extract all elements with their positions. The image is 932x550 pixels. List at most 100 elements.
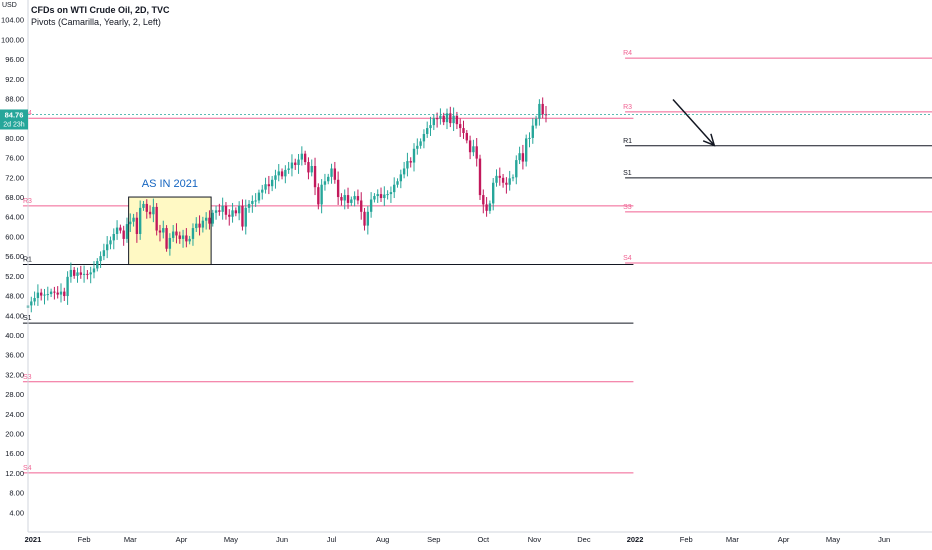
candle[interactable] [528,132,531,148]
candle[interactable] [475,138,478,167]
candle[interactable] [102,243,106,261]
candle[interactable] [379,187,383,202]
candle[interactable] [145,199,148,219]
candle[interactable] [92,261,96,279]
candle[interactable] [307,157,310,180]
candle[interactable] [261,184,264,200]
candle[interactable] [399,169,403,189]
candle[interactable] [327,173,330,185]
candle[interactable] [330,163,333,184]
candle[interactable] [432,114,435,131]
candle[interactable] [105,236,109,259]
time-axis[interactable]: 2021 Feb Mar Apr May Jun Jul Aug Sep Oct Nov Dec 202… [25,531,932,544]
candle[interactable] [488,200,492,214]
candle[interactable] [214,205,218,220]
candle[interactable] [241,199,244,231]
candle[interactable] [36,284,40,306]
candle[interactable] [439,108,442,125]
candle[interactable] [135,212,139,243]
candle[interactable] [521,144,525,170]
candle[interactable] [422,129,426,149]
candle[interactable] [237,201,241,221]
candle[interactable] [356,189,360,205]
candle[interactable] [429,116,432,136]
candle[interactable] [138,200,142,240]
candle[interactable] [386,190,389,200]
candle[interactable] [277,164,280,182]
candle[interactable] [317,183,320,210]
candle[interactable] [59,283,63,303]
candle[interactable] [33,291,36,306]
candle[interactable] [501,173,505,188]
candle[interactable] [303,150,307,166]
candle[interactable] [426,121,429,138]
candle[interactable] [195,217,198,233]
candle[interactable] [505,177,508,194]
candle[interactable] [369,192,373,218]
candle[interactable] [132,213,135,227]
candle[interactable] [254,193,257,207]
candle[interactable] [30,296,33,313]
candle[interactable] [343,189,346,210]
candle[interactable] [442,112,445,126]
candle[interactable] [244,199,247,235]
candle[interactable] [360,192,363,220]
candle[interactable] [383,186,386,206]
candle[interactable] [56,286,59,299]
candle[interactable] [478,154,482,200]
candle[interactable] [313,157,317,196]
candle[interactable] [350,196,353,206]
candle[interactable] [412,143,416,172]
candle[interactable] [389,186,393,203]
candle[interactable] [393,177,396,199]
candle[interactable] [168,233,172,256]
candle[interactable] [228,209,231,226]
candle[interactable] [267,175,271,195]
candle[interactable] [320,179,323,214]
candle[interactable] [297,153,300,174]
candle[interactable] [492,178,495,211]
candle[interactable] [188,235,191,245]
candle[interactable] [373,193,376,203]
candle[interactable] [66,271,69,305]
candle[interactable] [323,173,327,191]
candle[interactable] [257,189,261,204]
candle[interactable] [46,286,49,301]
candle[interactable] [280,168,284,180]
candle[interactable] [416,138,419,155]
candle[interactable] [534,115,538,129]
candle[interactable] [419,138,422,149]
candle[interactable] [175,223,178,244]
candle[interactable] [211,209,214,227]
candle[interactable] [148,205,152,219]
candle[interactable] [158,224,162,242]
candle[interactable] [515,155,518,185]
candle[interactable] [472,139,475,157]
candle[interactable] [300,146,304,166]
candle[interactable] [449,106,452,128]
candle[interactable] [119,224,122,234]
candle[interactable] [218,203,221,216]
candle[interactable] [287,161,290,174]
candle[interactable] [185,228,188,248]
candle[interactable] [396,178,399,188]
candle[interactable] [336,171,340,205]
candle[interactable] [53,286,56,300]
candle[interactable] [270,175,274,192]
candle[interactable] [247,200,251,213]
candle[interactable] [181,229,185,248]
candle[interactable] [221,197,224,220]
candle[interactable] [353,191,356,207]
candle[interactable] [340,193,343,206]
candle[interactable] [112,228,115,250]
candle[interactable] [198,215,201,236]
candle[interactable] [409,157,412,168]
candle[interactable] [485,197,488,217]
candle[interactable] [538,99,541,126]
candle[interactable] [264,177,267,194]
candle[interactable] [115,220,119,240]
candle[interactable] [76,267,79,283]
candle[interactable] [452,107,455,132]
candle[interactable] [294,158,297,170]
